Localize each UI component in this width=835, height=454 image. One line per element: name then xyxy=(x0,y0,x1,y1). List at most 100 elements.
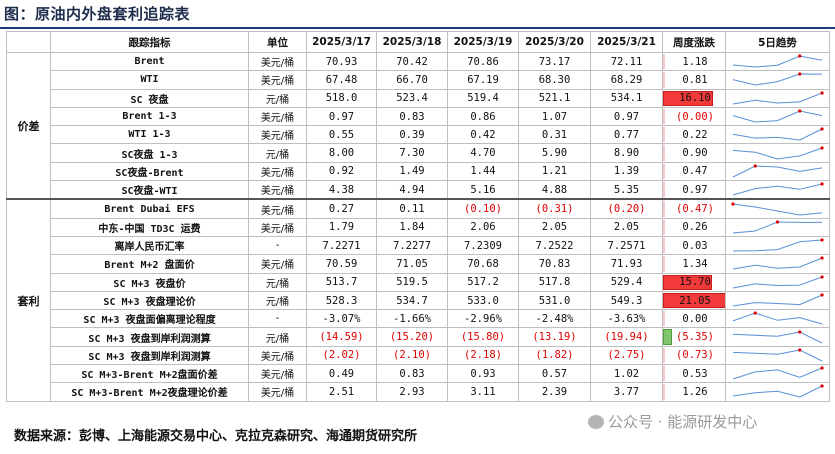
change-value: 1.18 xyxy=(682,55,708,68)
value-cell: -1.66% xyxy=(376,309,448,329)
value-cell: (2.02) xyxy=(306,345,377,366)
sparkline-max-point xyxy=(820,127,824,131)
header-row: 跟踪指标 单位 2025/3/17 2025/3/18 2025/3/19 20… xyxy=(6,31,830,53)
value-cell: 70.68 xyxy=(447,254,519,274)
sparkline-line xyxy=(732,183,823,196)
value-cell: (1.82) xyxy=(518,345,591,366)
trend-sparkline xyxy=(725,272,830,292)
trend-sparkline xyxy=(725,198,830,219)
trend-sparkline xyxy=(725,382,830,402)
unit-cell: 美元/桶 xyxy=(248,106,307,127)
change-bar xyxy=(663,72,666,88)
indicator-name: SC M+3 夜盘价 xyxy=(50,272,249,292)
value-cell: 5.35 xyxy=(590,180,663,200)
change-bar xyxy=(663,274,712,290)
unit-cell: 元/桶 xyxy=(248,143,307,163)
sparkline-max-point xyxy=(798,109,802,113)
value-cell: 0.31 xyxy=(518,125,591,145)
table-row: 套利 Brent Dubai EFS 美元/桶 0.27 0.11 (0.10) (0.31… xyxy=(6,198,830,402)
indicator-name: SC夜盘-WTI xyxy=(50,180,249,200)
change-value: (0.73) xyxy=(676,349,714,362)
unit-cell: - xyxy=(248,309,307,329)
trend-sparkline xyxy=(725,143,830,163)
value-cell: -3.63% xyxy=(590,309,663,329)
value-cell: 71.93 xyxy=(590,254,663,274)
table-row: SC M+3 夜盘到岸利润测算 美元/桶 (2.02) (2.10) (2.18) (1.… xyxy=(7,345,830,366)
indicator-name: SC夜盘-Brent xyxy=(50,161,249,182)
value-cell: -3.07% xyxy=(306,309,377,329)
value-cell: 0.97 xyxy=(306,106,377,127)
indicator-name: SC M+3-Brent M+2盘面价差 xyxy=(50,364,249,384)
trend-sparkline xyxy=(725,106,830,127)
change-value: 0.90 xyxy=(682,147,708,160)
trend-sparkline xyxy=(725,88,830,108)
table-row: WTI 1-3 美元/桶 0.55 0.39 0.42 0.31 0.77 0.22 xyxy=(7,125,830,145)
table-row: SC M+3 夜盘理论价 元/桶 528.3 534.7 533.0 531.0 549.3… xyxy=(7,290,830,311)
value-cell: 533.0 xyxy=(447,290,519,311)
weekly-change-cell: (0.47) xyxy=(662,198,726,219)
indicator-name: SC 夜盘 xyxy=(50,88,249,108)
change-value: 0.22 xyxy=(682,128,708,141)
sparkline-svg xyxy=(732,146,824,160)
sparkline-max-point xyxy=(731,201,735,206)
header-weekly-change: 周度涨跌 xyxy=(662,31,726,53)
weekly-change-cell: 15.70 xyxy=(662,272,726,292)
unit-cell: 美元/桶 xyxy=(248,125,307,145)
sparkline-line xyxy=(732,110,823,123)
change-bar xyxy=(663,54,666,70)
table-row: SC夜盘 1-3 元/桶 8.00 7.30 4.70 5.90 8.90 0.90 xyxy=(7,143,830,163)
unit-cell: 美元/桶 xyxy=(248,217,307,237)
unit-cell: 美元/桶 xyxy=(248,161,307,182)
value-cell: 0.42 xyxy=(447,125,519,145)
value-cell: 70.93 xyxy=(306,51,377,72)
sparkline-line xyxy=(732,239,823,252)
sparkline-svg xyxy=(732,238,824,252)
sparkline-max-point xyxy=(753,311,757,315)
table-row: Brent M+2 盘面价 美元/桶 70.59 71.05 70.68 70.83 71.… xyxy=(7,254,830,274)
value-cell: 0.27 xyxy=(306,198,377,219)
value-cell: 0.83 xyxy=(376,106,448,127)
change-value: 0.81 xyxy=(682,73,708,86)
weekly-change-cell: 1.34 xyxy=(662,254,726,274)
table-row: SC M+3 夜盘价 元/桶 513.7 519.5 517.2 517.8 529.4 15… xyxy=(7,272,830,292)
value-cell: 4.70 xyxy=(447,143,519,163)
change-value: 1.34 xyxy=(682,257,708,270)
indicator-name: Brent 1-3 xyxy=(50,106,249,127)
value-cell: 2.93 xyxy=(376,382,448,402)
sparkline-svg xyxy=(732,164,823,178)
value-cell: 4.94 xyxy=(376,180,448,200)
value-cell: 7.2522 xyxy=(518,235,591,256)
unit-cell: 美元/桶 xyxy=(248,254,307,274)
value-cell: 7.2309 xyxy=(447,235,519,256)
value-cell: 70.86 xyxy=(447,51,519,72)
value-cell: (2.75) xyxy=(590,345,663,366)
value-cell: 0.55 xyxy=(306,125,377,145)
value-cell: 3.77 xyxy=(590,382,663,402)
arbitrage-table: 跟踪指标 单位 2025/3/17 2025/3/18 2025/3/19 20… xyxy=(6,31,830,402)
value-cell: 519.5 xyxy=(376,272,448,292)
indicator-name: 离岸人民币汇率 xyxy=(50,235,249,256)
change-bar xyxy=(663,182,666,198)
weekly-change-cell: 0.53 xyxy=(662,364,726,384)
unit-cell: 美元/桶 xyxy=(248,198,307,219)
change-bar xyxy=(663,256,666,272)
weekly-change-cell: 0.00 xyxy=(662,309,726,329)
change-bar xyxy=(663,347,666,364)
indicator-name: WTI xyxy=(50,70,249,90)
value-cell: 7.2571 xyxy=(590,235,663,256)
table-row: SC M+3 夜盘面偏离理论程度 - -3.07% -1.66% -2.96% -2.48… xyxy=(7,309,830,329)
value-cell: 0.11 xyxy=(376,198,448,219)
value-cell: 1.84 xyxy=(376,217,448,237)
weekly-change-cell: (0.73) xyxy=(662,345,726,366)
change-bar xyxy=(663,219,666,235)
change-value: 0.97 xyxy=(682,183,708,196)
sparkline-max-point xyxy=(798,348,802,352)
sparkline-max-point xyxy=(820,238,824,242)
sparkline-line xyxy=(732,312,823,325)
value-cell: 71.05 xyxy=(376,254,448,274)
value-cell: (13.19) xyxy=(518,327,591,347)
table-row: 离岸人民币汇率 -7.2271 7.2277 7.2309 7.2522 7.2571 0.… xyxy=(7,235,830,256)
value-cell: (19.94) xyxy=(590,327,663,347)
weekly-change-cell: 0.90 xyxy=(662,143,726,163)
value-cell: (15.20) xyxy=(376,327,448,347)
